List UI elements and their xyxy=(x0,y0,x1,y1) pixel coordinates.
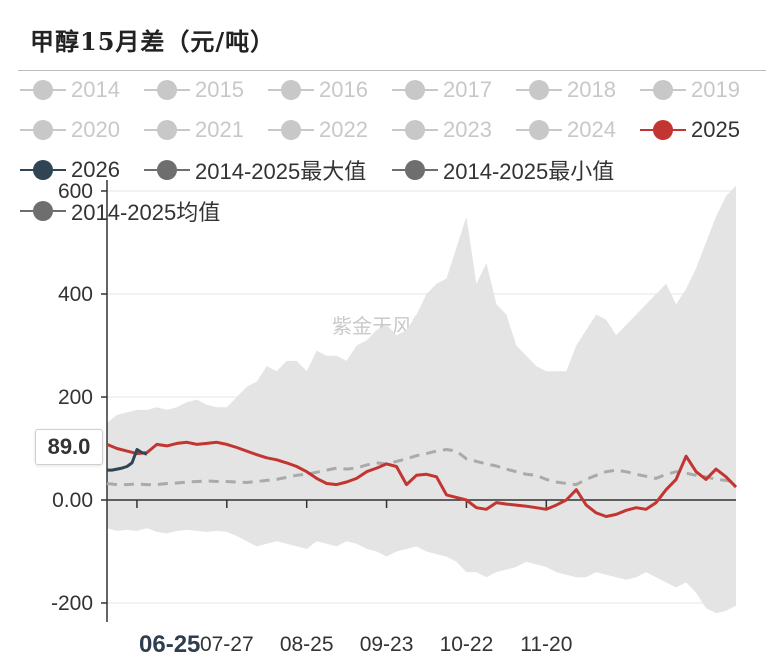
legend-item-2017[interactable]: 2017 xyxy=(392,77,492,103)
legend-item-2014-2025均值[interactable]: 2014-2025均值 xyxy=(20,198,221,225)
axes: 600 400 200 0.00 -200 07-27 08-25 09-23 10-22 11-… xyxy=(51,180,736,656)
legend-label: 2014-2025均值 xyxy=(71,200,221,225)
legend-label: 2018 xyxy=(567,77,616,102)
highlight-x-label: 06-25 xyxy=(139,631,201,658)
x-tick-label: 07-27 xyxy=(200,633,254,656)
legend-marker-icon xyxy=(20,159,66,181)
legend-label: 2026 xyxy=(71,157,120,182)
legend-item-2020[interactable]: 2020 xyxy=(20,117,120,143)
series-lines xyxy=(106,440,738,518)
legend-item-2018[interactable]: 2018 xyxy=(516,77,616,103)
legend-marker-icon xyxy=(20,200,66,222)
x-tick-label: 08-25 xyxy=(280,633,334,656)
legend-marker-icon xyxy=(20,119,66,141)
y-tick-label: 400 xyxy=(58,283,93,306)
legend-label: 2019 xyxy=(691,77,740,102)
legend-item-2025[interactable]: 2025 xyxy=(640,117,740,143)
y-tick-label: 0.00 xyxy=(52,489,93,512)
legend-item-2019[interactable]: 2019 xyxy=(640,77,740,103)
legend-item-2016[interactable]: 2016 xyxy=(268,77,368,103)
legend-label: 2023 xyxy=(443,117,492,142)
legend-label: 2020 xyxy=(71,117,120,142)
legend-marker-icon xyxy=(268,119,314,141)
legend-marker-icon xyxy=(640,119,686,141)
legend-label: 2022 xyxy=(319,117,368,142)
range-band xyxy=(107,185,736,614)
legend-marker-icon xyxy=(392,79,438,101)
legend-item-2021[interactable]: 2021 xyxy=(144,117,244,143)
legend-label: 2021 xyxy=(195,117,244,142)
y-tick-label: 200 xyxy=(58,386,93,409)
legend-marker-icon xyxy=(268,79,314,101)
legend-marker-icon xyxy=(144,159,190,181)
legend-label: 2014 xyxy=(71,77,120,102)
legend-item-2022[interactable]: 2022 xyxy=(268,117,368,143)
x-tick-label: 09-23 xyxy=(360,633,414,656)
legend-marker-icon xyxy=(392,119,438,141)
title-divider xyxy=(18,70,766,71)
legend-label: 2014-2025最大值 xyxy=(195,159,367,184)
legend-label: 2024 xyxy=(567,117,616,142)
y-tick-label: -200 xyxy=(51,592,93,615)
legend-item-2026[interactable]: 2026 xyxy=(20,157,120,183)
legend-label: 2014-2025最小值 xyxy=(443,159,615,184)
legend-item-2015[interactable]: 2015 xyxy=(144,77,244,103)
legend-label: 2015 xyxy=(195,77,244,102)
x-tick-label: 11-20 xyxy=(520,633,572,656)
legend-marker-icon xyxy=(20,79,66,101)
y-tick-label: 600 xyxy=(58,180,93,203)
series-line-2025 xyxy=(106,440,738,518)
tooltip-value: 89.0 xyxy=(35,429,103,465)
legend-item-2014-2025最大值[interactable]: 2014-2025最大值 xyxy=(144,157,367,184)
legend-label: 2016 xyxy=(319,77,368,102)
legend-item-2014-2025最小值[interactable]: 2014-2025最小值 xyxy=(392,157,615,184)
x-tick-label: 10-22 xyxy=(440,633,494,656)
legend-marker-icon xyxy=(516,79,562,101)
series-line-2026 xyxy=(107,448,148,472)
chart-legend: 2014 2015 2016 2017 2018 2019 2020 2021 2022 2023… xyxy=(0,0,784,240)
legend-marker-icon xyxy=(392,159,438,181)
chart-title: 甲醇15月差（元/吨） xyxy=(30,27,276,56)
legend-label: 2025 xyxy=(691,117,740,142)
legend-item-2023[interactable]: 2023 xyxy=(392,117,492,143)
legend-item-2024[interactable]: 2024 xyxy=(516,117,616,143)
series-line-2014-2025均值 xyxy=(106,448,737,487)
legend-item-2014[interactable]: 2014 xyxy=(20,77,120,103)
legend-marker-icon xyxy=(144,79,190,101)
legend-marker-icon xyxy=(144,119,190,141)
range-band-area xyxy=(107,185,736,614)
legend-label: 2017 xyxy=(443,77,492,102)
legend-marker-icon xyxy=(516,119,562,141)
legend-marker-icon xyxy=(640,79,686,101)
